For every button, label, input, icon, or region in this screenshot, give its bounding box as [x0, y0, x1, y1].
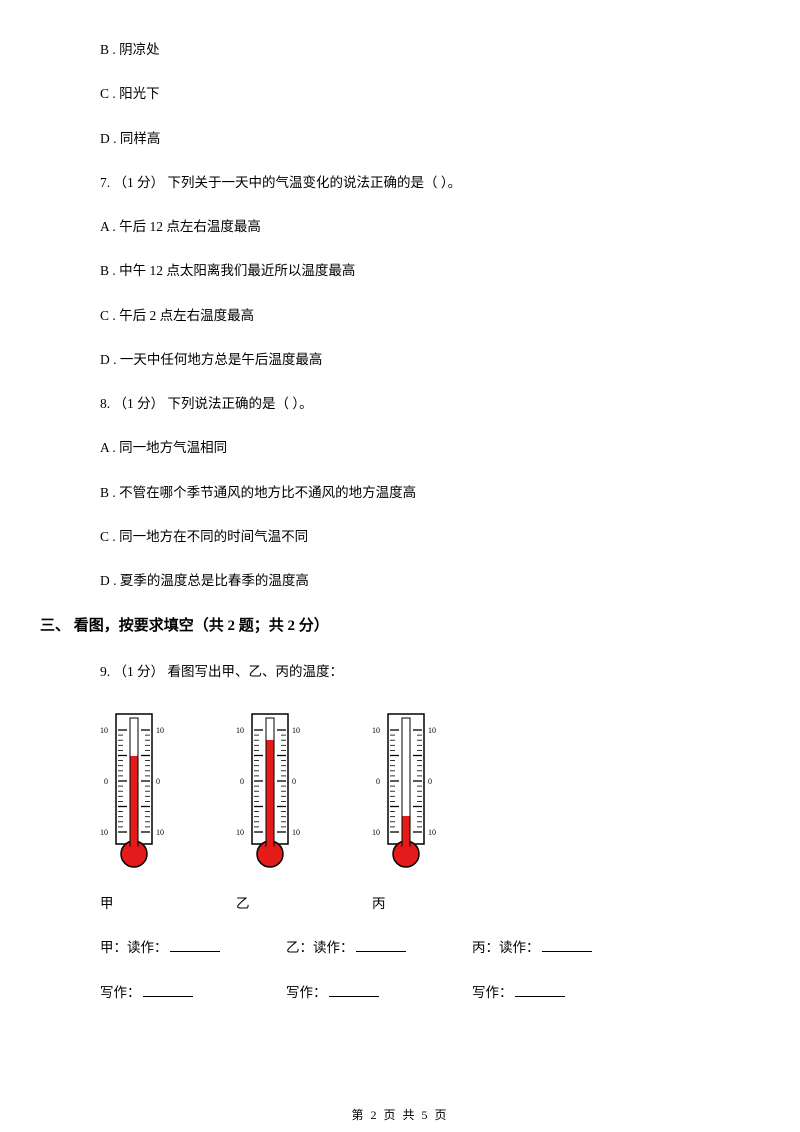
svg-text:0: 0	[292, 777, 296, 786]
thermometer-jia: 10 10 0 0 10 10	[94, 706, 174, 874]
label-jia: 甲	[100, 894, 236, 914]
read-label-bing: 丙：读作：	[472, 938, 540, 958]
svg-text:10: 10	[292, 828, 300, 837]
blank-write-bing[interactable]	[515, 983, 565, 997]
thermo-labels: 甲 乙 丙	[90, 894, 710, 914]
svg-text:10: 10	[428, 726, 436, 735]
label-yi: 乙	[236, 894, 372, 914]
write-label-jia: 写作：	[100, 983, 141, 1003]
svg-text:0: 0	[428, 777, 432, 786]
svg-text:10: 10	[100, 726, 108, 735]
blank-read-bing[interactable]	[542, 939, 592, 953]
q8-option-d: D . 夏季的温度总是比春季的温度高	[90, 571, 710, 591]
q6-option-c: C . 阳光下	[90, 84, 710, 104]
svg-text:10: 10	[372, 726, 380, 735]
svg-text:10: 10	[372, 828, 380, 837]
read-row: 甲：读作： 乙：读作： 丙：读作：	[90, 938, 710, 958]
svg-text:10: 10	[236, 726, 244, 735]
q7-option-b: B . 中午 12 点太阳离我们最近所以温度最高	[90, 261, 710, 281]
q6-option-b: B . 阴凉处	[90, 40, 710, 60]
svg-text:10: 10	[292, 726, 300, 735]
label-bing: 丙	[372, 894, 386, 914]
svg-text:10: 10	[236, 828, 244, 837]
q7-stem: 7. （1 分） 下列关于一天中的气温变化的说法正确的是（ ）。	[90, 173, 710, 193]
q9-stem: 9. （1 分） 看图写出甲、乙、丙的温度：	[90, 662, 710, 682]
write-label-yi: 写作：	[286, 983, 327, 1003]
write-label-bing: 写作：	[472, 983, 513, 1003]
svg-text:0: 0	[156, 777, 160, 786]
section-3-header: 三、 看图，按要求填空（共 2 题；共 2 分）	[40, 615, 710, 638]
q6-option-d: D . 同样高	[90, 129, 710, 149]
q8-option-a: A . 同一地方气温相同	[90, 438, 710, 458]
page-footer: 第 2 页 共 5 页	[0, 1106, 800, 1124]
thermometer-row: 10 10 0 0 10 10 10 10 0 0 10 10 10 10 0 0 10 10	[90, 706, 710, 874]
read-label-yi: 乙：读作：	[286, 938, 354, 958]
q7-option-c: C . 午后 2 点左右温度最高	[90, 306, 710, 326]
svg-text:10: 10	[156, 828, 164, 837]
svg-text:0: 0	[240, 777, 244, 786]
blank-write-yi[interactable]	[329, 983, 379, 997]
svg-text:10: 10	[100, 828, 108, 837]
svg-text:10: 10	[428, 828, 436, 837]
blank-read-yi[interactable]	[356, 939, 406, 953]
thermometer-bing: 10 10 0 0 10 10	[366, 706, 446, 874]
q8-option-c: C . 同一地方在不同的时间气温不同	[90, 527, 710, 547]
q7-option-a: A . 午后 12 点左右温度最高	[90, 217, 710, 237]
blank-read-jia[interactable]	[170, 939, 220, 953]
svg-text:10: 10	[156, 726, 164, 735]
q7-option-d: D . 一天中任何地方总是午后温度最高	[90, 350, 710, 370]
blank-write-jia[interactable]	[143, 983, 193, 997]
svg-text:0: 0	[104, 777, 108, 786]
write-row: 写作： 写作： 写作：	[90, 983, 710, 1003]
svg-text:0: 0	[376, 777, 380, 786]
q8-option-b: B . 不管在哪个季节通风的地方比不通风的地方温度高	[90, 483, 710, 503]
q8-stem: 8. （1 分） 下列说法正确的是（ ）。	[90, 394, 710, 414]
read-label-jia: 甲：读作：	[100, 938, 168, 958]
thermometer-yi: 10 10 0 0 10 10	[230, 706, 310, 874]
